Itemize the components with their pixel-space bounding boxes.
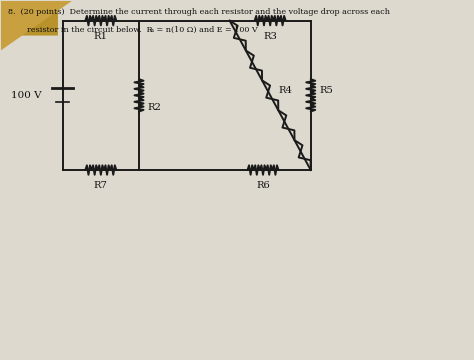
- Text: R4: R4: [279, 86, 293, 95]
- FancyBboxPatch shape: [0, 1, 58, 36]
- Text: R7: R7: [94, 181, 108, 190]
- Text: resistor in the circuit below.  R: resistor in the circuit below. R: [27, 26, 153, 33]
- Text: R1: R1: [94, 32, 108, 41]
- Polygon shape: [0, 1, 72, 50]
- Text: 8.  (20 points)  Determine the current through each resistor and the voltage dro: 8. (20 points) Determine the current thr…: [8, 8, 390, 16]
- Text: = n(10 Ω) and E = 100 V: = n(10 Ω) and E = 100 V: [154, 26, 258, 33]
- Text: R5: R5: [319, 86, 333, 95]
- Text: R3: R3: [263, 32, 277, 41]
- Text: R6: R6: [256, 181, 270, 190]
- Text: n: n: [149, 28, 154, 33]
- Text: R2: R2: [147, 103, 162, 112]
- Text: 100 V: 100 V: [10, 91, 41, 100]
